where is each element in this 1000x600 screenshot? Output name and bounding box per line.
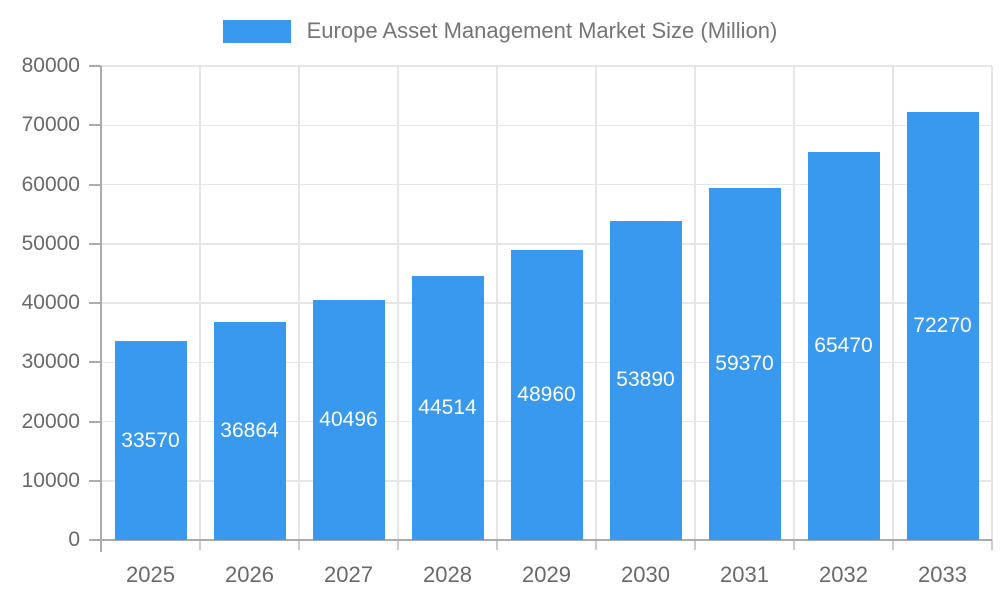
- x-axis-tick-label: 2033: [918, 562, 967, 587]
- x-axis-tick-label: 2025: [126, 562, 175, 587]
- bar-value-label: 59370: [715, 352, 774, 376]
- bar-value-label: 44514: [418, 396, 477, 420]
- bar-2031[interactable]: [708, 188, 781, 540]
- y-gridline: [101, 183, 992, 186]
- x-axis-tick-label: 2027: [324, 562, 373, 587]
- bar-2025[interactable]: [114, 341, 187, 540]
- x-gridline: [991, 66, 993, 540]
- x-axis-tick-label: 2026: [225, 562, 274, 587]
- bar-value-label: 65470: [814, 334, 873, 358]
- y-axis-tick-label: 20000: [21, 409, 80, 433]
- x-axis-tick: [595, 540, 597, 550]
- y-axis-tick-label: 30000: [21, 350, 80, 374]
- y-axis-line: [100, 66, 102, 552]
- bar-value-label: 40496: [319, 408, 378, 432]
- y-axis-tick-label: 40000: [21, 291, 80, 314]
- bar-value-label: 53890: [616, 368, 675, 392]
- x-axis-tick: [892, 540, 894, 550]
- x-axis-tick: [793, 540, 795, 550]
- y-axis-tick-label: 0: [68, 528, 80, 551]
- y-axis-tick: [89, 65, 101, 67]
- x-axis-tick-label: 2031: [720, 562, 769, 587]
- x-gridline: [892, 66, 894, 540]
- bar-value-label: 72270: [913, 313, 972, 337]
- bar-2028[interactable]: [411, 276, 484, 540]
- chart-legend[interactable]: Europe Asset Management Market Size (Mil…: [0, 18, 1000, 44]
- bar-value-label: 33570: [121, 428, 180, 452]
- x-axis-tick: [199, 540, 201, 550]
- y-axis-tick: [89, 420, 101, 423]
- bar-2026[interactable]: [213, 321, 286, 540]
- y-gridline: [101, 65, 992, 67]
- x-gridline: [496, 66, 498, 540]
- bar-value-label: 36864: [220, 418, 279, 442]
- bar-2032[interactable]: [807, 152, 880, 540]
- y-axis-tick: [89, 361, 101, 364]
- x-gridline: [199, 66, 201, 540]
- x-axis-tick: [397, 540, 399, 550]
- x-axis-line: [89, 539, 992, 541]
- x-gridline: [298, 66, 300, 540]
- x-axis-tick: [991, 540, 993, 550]
- y-axis-tick: [89, 479, 101, 482]
- x-gridline: [595, 66, 597, 540]
- bar-2033[interactable]: [906, 111, 979, 540]
- y-axis-tick: [89, 242, 101, 245]
- x-axis-tick: [496, 540, 498, 550]
- y-gridline: [101, 124, 992, 126]
- y-axis-tick: [89, 183, 101, 186]
- x-axis-tick-label: 2029: [522, 562, 571, 587]
- x-gridline: [793, 66, 795, 540]
- x-axis-tick-label: 2030: [621, 562, 670, 587]
- bar-value-label: 48960: [517, 382, 576, 406]
- y-axis-tick-label: 50000: [21, 231, 80, 255]
- x-axis-tick: [694, 540, 696, 550]
- y-axis-tick-label: 70000: [21, 113, 80, 137]
- x-axis-tick: [298, 540, 300, 550]
- bar-2030[interactable]: [609, 220, 682, 540]
- legend-series-label: Europe Asset Management Market Size (Mil…: [306, 18, 778, 43]
- legend-swatch-icon: [222, 19, 291, 43]
- y-axis-tick-label: 10000: [21, 468, 80, 492]
- y-axis-tick-label: 60000: [21, 172, 80, 196]
- x-gridline: [397, 66, 399, 540]
- y-gridline: [101, 243, 992, 245]
- x-axis-tick-label: 2028: [423, 562, 472, 587]
- y-axis-tick: [89, 124, 101, 127]
- y-axis-tick: [89, 302, 101, 304]
- bar-2027[interactable]: [312, 300, 385, 540]
- x-axis-tick-label: 2032: [819, 562, 868, 587]
- y-axis-tick-label: 80000: [21, 54, 80, 77]
- x-gridline: [694, 66, 696, 540]
- bar-2029[interactable]: [510, 249, 583, 540]
